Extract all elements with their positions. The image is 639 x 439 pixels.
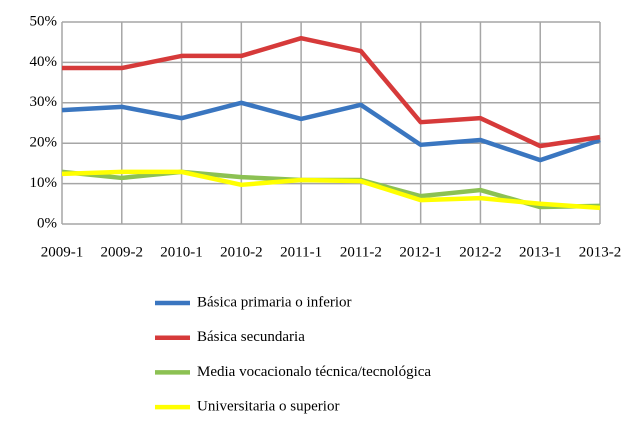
legend-label: Básica secundaria bbox=[197, 329, 305, 345]
x-tick-label: 2011-1 bbox=[280, 244, 322, 260]
y-tick-label: 10% bbox=[30, 175, 58, 191]
x-tick-label: 2010-1 bbox=[160, 244, 203, 260]
y-tick-label: 20% bbox=[30, 135, 58, 151]
y-tick-label: 40% bbox=[30, 54, 58, 70]
x-tick-label: 2012-2 bbox=[459, 244, 502, 260]
y-tick-label: 0% bbox=[37, 215, 57, 231]
x-tick-label: 2013-2 bbox=[579, 244, 622, 260]
legend-label: Universitaria o superior bbox=[197, 399, 339, 415]
series-line bbox=[61, 169, 601, 211]
x-tick-label: 2011-2 bbox=[340, 244, 382, 260]
series-line bbox=[61, 100, 601, 163]
x-tick-label: 2009-2 bbox=[101, 244, 144, 260]
x-tick-label: 2012-1 bbox=[399, 244, 442, 260]
x-tick-label: 2013-1 bbox=[519, 244, 562, 260]
legend-label: Media vocacionalo técnica/tecnológica bbox=[197, 364, 431, 380]
x-tick-label: 2010-2 bbox=[220, 244, 263, 260]
y-tick-label: 50% bbox=[30, 13, 58, 29]
series-line bbox=[62, 35, 601, 149]
legend-label: Básica primaria o inferior bbox=[197, 294, 352, 310]
x-tick-label: 2009-1 bbox=[41, 244, 84, 260]
y-tick-label: 30% bbox=[30, 94, 58, 110]
